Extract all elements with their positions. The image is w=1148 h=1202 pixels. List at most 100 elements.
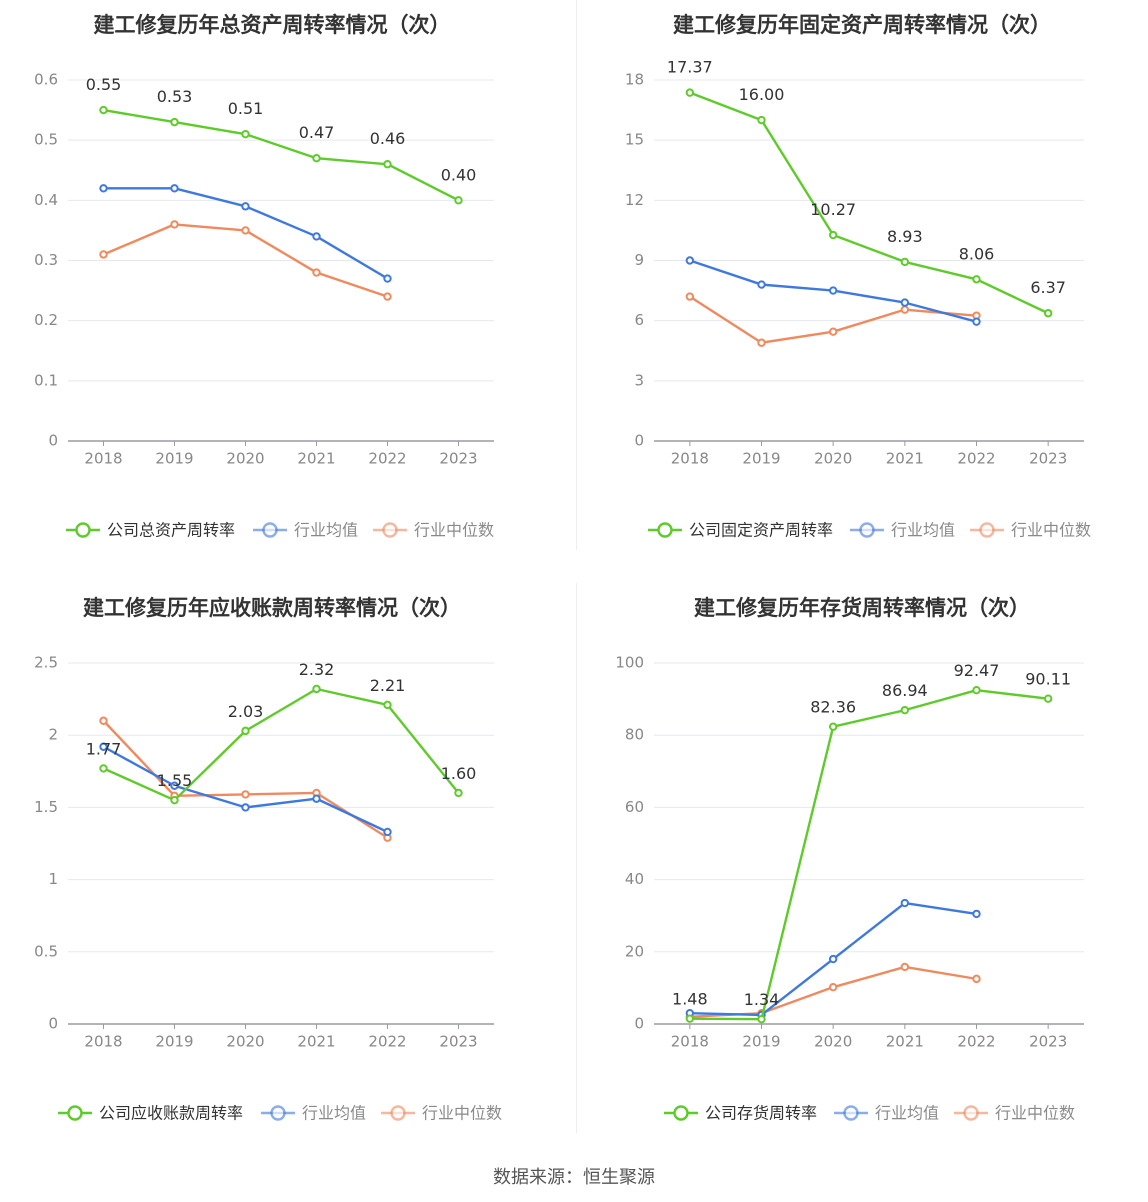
legend-marker-median	[963, 1105, 979, 1121]
data-point-company	[1043, 694, 1053, 703]
data-point-avg	[900, 298, 910, 307]
chart-inventory-turnover: 建工修复历年存货周转率情况（次） 0 20 40 60 80 100 2018 2019 2020…	[615, 596, 1084, 1123]
data-point-median	[685, 292, 695, 301]
data-point-company	[241, 129, 250, 139]
data-label: 2.03	[228, 702, 264, 721]
data-point-median	[828, 327, 838, 336]
data-label: 2.32	[299, 660, 335, 679]
chart-total-asset-turnover: 建工修复历年总资产周转率情况（次） 0 0.1 0.2 0.3 0.4 0.5 0.6 2018…	[34, 13, 494, 540]
chart-title: 建工修复历年应收账款周转率情况（次）	[83, 596, 461, 620]
legend-marker-company	[673, 1105, 689, 1121]
x-tick-label: 2022	[368, 1033, 406, 1051]
chart-panel-total-asset-turnover: 建工修复历年总资产周转率情况（次） 0 0.1 0.2 0.3 0.4 0.5 0.6 2018…	[0, 0, 574, 583]
data-point-median	[241, 790, 250, 799]
y-tick-label: 0.5	[34, 942, 58, 960]
legend-label-company: 公司总资产周转率	[107, 521, 235, 540]
y-tick-label: 0	[634, 432, 644, 450]
legend-label-company: 公司应收账款周转率	[99, 1104, 243, 1123]
data-label: 0.46	[370, 129, 406, 148]
data-label: 1.48	[672, 990, 708, 1009]
x-tick-label: 2023	[439, 450, 477, 468]
y-tick-label: 0.4	[34, 191, 58, 209]
data-point-avg	[757, 280, 766, 289]
data-point-median	[99, 716, 108, 725]
data-point-company	[685, 88, 695, 97]
x-tick-label: 2021	[886, 450, 924, 468]
legend-marker-median	[382, 522, 398, 538]
x-tick-label: 2018	[84, 450, 122, 468]
data-point-company	[828, 722, 838, 731]
legend-label-company: 公司存货周转率	[705, 1104, 817, 1123]
y-tick-label: 60	[625, 798, 644, 816]
chart-title: 建工修复历年固定资产周转率情况（次）	[673, 13, 1051, 37]
legend-marker-avg	[262, 522, 278, 538]
y-tick-label: 40	[625, 870, 644, 888]
data-point-avg	[312, 794, 321, 803]
legend-label-median: 行业中位数	[1011, 521, 1091, 540]
y-tick-label: 100	[615, 654, 644, 672]
legend-marker-avg	[843, 1105, 859, 1121]
data-label: 1.55	[157, 771, 193, 790]
y-tick-label: 0.1	[34, 371, 58, 389]
chart-panel-receivables-turnover: 建工修复历年应收账款周转率情况（次） 0 0.5 1 1.5 2 2.5 2018 2019 20…	[0, 583, 574, 1166]
x-tick-label: 2022	[368, 450, 406, 468]
data-point-company	[170, 795, 179, 805]
data-point-avg	[312, 232, 321, 241]
data-point-avg	[383, 274, 392, 283]
series-line-median	[689, 965, 977, 1018]
legend-label-avg: 行业均值	[302, 1104, 366, 1123]
series-line-median	[102, 719, 389, 839]
data-label: 2.21	[370, 676, 406, 695]
data-label: 1.60	[441, 764, 477, 783]
data-point-avg	[170, 781, 179, 790]
chart-panel-inventory-turnover: 建工修复历年存货周转率情况（次） 0 20 40 60 80 100 2018 2019 2020…	[574, 583, 1148, 1166]
legend-label-median: 行业中位数	[414, 521, 494, 540]
data-point-median	[757, 338, 766, 347]
y-tick-label: 6	[634, 311, 644, 329]
series-line-company	[689, 688, 1049, 1021]
data-label: 6.37	[1030, 278, 1066, 297]
data-point-company	[312, 684, 321, 694]
data-point-company	[900, 705, 910, 715]
data-point-avg	[241, 803, 250, 812]
data-label: 8.06	[959, 244, 995, 263]
y-tick-label: 0	[48, 432, 58, 450]
legend-label-avg: 行业均值	[891, 521, 955, 540]
data-point-median	[99, 250, 108, 259]
y-tick-label: 9	[634, 251, 644, 269]
data-point-median	[170, 220, 179, 229]
x-tick-label: 2023	[439, 1033, 477, 1051]
x-tick-label: 2019	[742, 1033, 780, 1051]
data-label: 86.94	[882, 681, 928, 700]
y-tick-label: 3	[634, 371, 644, 389]
x-tick-label: 2019	[742, 450, 780, 468]
legend-marker-company	[657, 522, 673, 538]
chart-fixed-asset-turnover: 建工修复历年固定资产周转率情况（次） 0 3 6 9 12 15 18 2018 2019 2020…	[625, 13, 1091, 540]
legend-marker-avg	[270, 1105, 286, 1121]
x-tick-label: 2022	[957, 1033, 995, 1051]
data-point-median	[241, 226, 250, 235]
data-point-avg	[99, 742, 108, 751]
data-label: 82.36	[810, 698, 856, 717]
x-tick-label: 2018	[671, 1033, 709, 1051]
series-line-avg	[102, 745, 389, 834]
data-label: 1.77	[86, 739, 122, 758]
y-tick-label: 80	[625, 726, 644, 744]
data-point-company	[972, 685, 981, 695]
x-tick-label: 2021	[297, 450, 335, 468]
data-point-avg	[972, 909, 981, 919]
data-label: 90.11	[1025, 670, 1071, 689]
chart-title: 建工修复历年存货周转率情况（次）	[694, 596, 1030, 620]
legend-label-median: 行业中位数	[995, 1104, 1075, 1123]
data-label: 8.93	[887, 227, 923, 246]
vertical-divider-bottom	[576, 583, 577, 1133]
y-tick-label: 0.3	[34, 251, 58, 269]
data-point-median	[900, 305, 910, 314]
data-point-avg	[99, 184, 108, 193]
y-tick-label: 0	[48, 1015, 58, 1033]
chart-panel-fixed-asset-turnover: 建工修复历年固定资产周转率情况（次） 0 3 6 9 12 15 18 2018 2019 2020…	[574, 0, 1148, 583]
vertical-divider-top	[576, 0, 577, 550]
data-point-company	[685, 1014, 695, 1023]
y-tick-label: 2	[48, 726, 58, 744]
data-source-note: 数据来源：恒生聚源	[493, 1167, 655, 1188]
